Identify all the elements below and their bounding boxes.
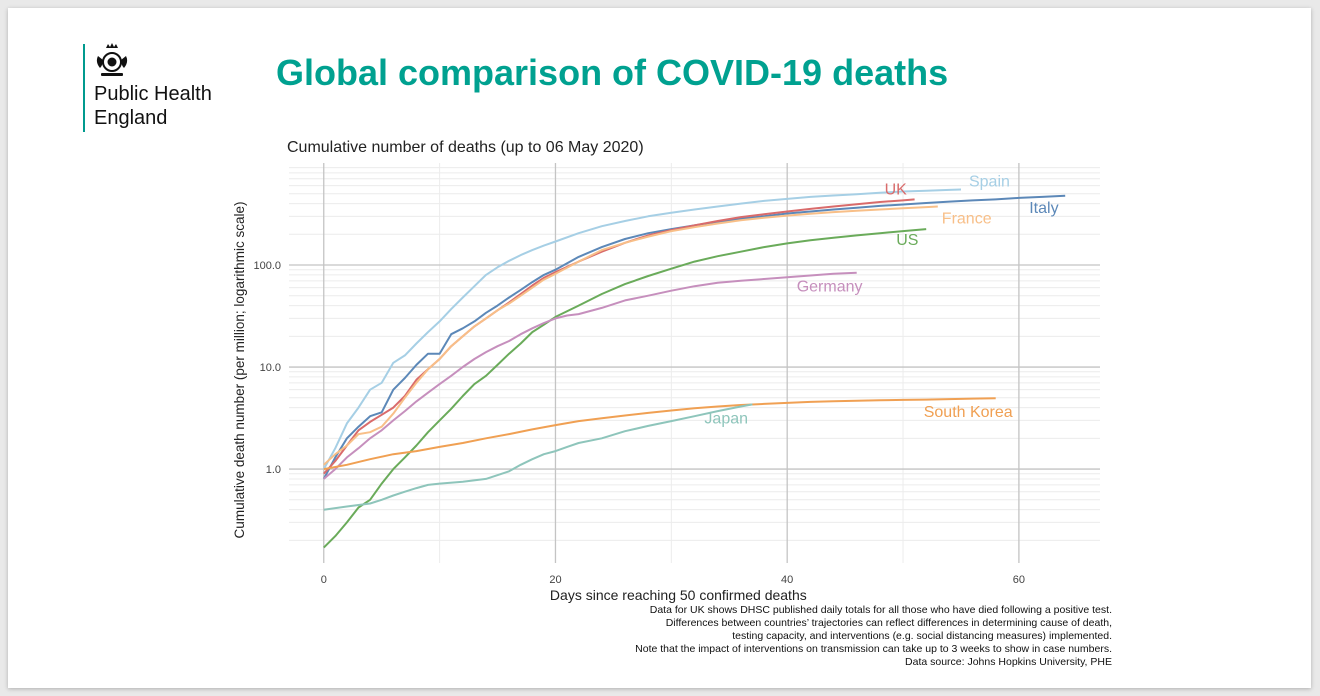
note-line-1: Data for UK shows DHSC published daily t… [649,604,1112,616]
series-label-uk: UK [885,181,908,198]
x-tick-label: 40 [781,574,793,586]
royal-crest-icon [96,43,128,76]
x-tick-label: 60 [1013,574,1025,586]
logo-divider [83,44,85,132]
chart-notes: Data for UK shows DHSC published daily t… [635,604,1112,669]
series-line-italy [322,194,1066,480]
series-line-france [323,205,938,466]
org-name-line2: England [94,107,168,129]
chart-title: Cumulative number of deaths (up to 06 Ma… [287,139,644,156]
series-label-italy: Italy [1029,200,1058,217]
slide: Public Health England Global comparison … [8,8,1311,688]
slide-title: Global comparison of COVID-19 deaths [276,52,949,93]
y-tick-label: 100.0 [253,260,281,272]
x-tick-label: 0 [321,574,327,586]
y-axis-label: Cumulative death number (per million; lo… [232,202,247,539]
series-line-germany [323,271,857,480]
series-label-germany: Germany [797,279,863,296]
note-line-3: testing capacity, and interventions (e.g… [732,630,1112,642]
x-tick-label: 20 [549,574,561,586]
y-tick-label: 10.0 [260,362,281,374]
series-line-us [323,228,927,549]
series-label-spain: Spain [969,173,1010,190]
series-label-south-korea: South Korea [924,404,1013,421]
x-axis-label: Days since reaching 50 confirmed deaths [550,587,807,603]
series-line-spain [322,188,962,470]
series-label-us: US [896,232,918,249]
y-tick-label: 1.0 [266,464,281,476]
org-name-line1: Public Health [94,83,212,105]
series-line-south-korea [323,397,996,471]
series-label-japan: Japan [704,410,748,427]
note-line-5: Data source: Johns Hopkins University, P… [905,656,1112,668]
note-line-2: Differences between countries’ trajector… [665,617,1112,629]
series-label-france: France [942,210,992,227]
series-line-uk [323,198,915,475]
organization-name: Public Health England [94,82,212,130]
note-line-4: Note that the impact of interventions on… [635,643,1112,655]
series-line-japan [323,403,753,511]
